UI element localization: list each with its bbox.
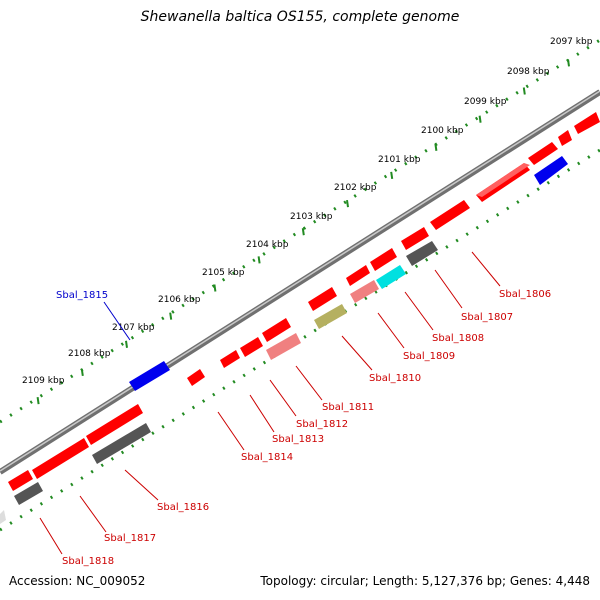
gene-label-sbal-1814[interactable]: Sbal_1814 bbox=[241, 452, 293, 463]
kbp-tick bbox=[257, 256, 261, 264]
gene-blue-arrow[interactable] bbox=[534, 156, 568, 185]
scale-label: 2107 kbp bbox=[112, 323, 155, 333]
kbp-tick bbox=[213, 284, 217, 292]
leader-line bbox=[269, 379, 297, 417]
gene-pink-1810[interactable] bbox=[350, 280, 379, 303]
scale-label: 2102 kbp bbox=[334, 183, 377, 193]
gene-label-sbal-1812[interactable]: Sbal_1812 bbox=[296, 419, 348, 430]
leader-line bbox=[404, 291, 434, 331]
gene-label-sbal-1806[interactable]: Sbal_1806 bbox=[499, 289, 551, 300]
leader-line bbox=[249, 394, 275, 433]
gene-label-sbal-1818[interactable]: Sbal_1818 bbox=[62, 556, 114, 567]
kbp-tick bbox=[390, 171, 394, 180]
gene-leader-lines bbox=[39, 251, 501, 555]
gene-sbal-1817-arrow[interactable] bbox=[32, 438, 89, 479]
scale-label: 2099 kbp bbox=[464, 97, 507, 107]
gene-label-sbal-1813[interactable]: Sbal_1813 bbox=[272, 434, 324, 445]
gene-pink-1813[interactable] bbox=[266, 333, 301, 360]
kbp-tick bbox=[434, 143, 438, 151]
kbp-tick bbox=[478, 115, 482, 123]
gene-sbal-1813-arrow[interactable] bbox=[240, 337, 263, 357]
kbp-tick bbox=[169, 312, 173, 320]
genome-backbone bbox=[0, 89, 600, 475]
gene-sbal-1818-arrow[interactable] bbox=[8, 470, 33, 491]
gene-sbal-1809-arrow[interactable] bbox=[370, 248, 397, 271]
scale-label: 2104 kbp bbox=[246, 240, 289, 250]
gene-sbal-1806-top bbox=[476, 163, 530, 197]
gene-1803-arrow[interactable] bbox=[574, 112, 600, 134]
leader-line bbox=[79, 495, 107, 533]
leader-line bbox=[471, 251, 501, 287]
leader-line bbox=[295, 365, 323, 401]
map-title: Shewanella baltica OS155, complete genom… bbox=[140, 9, 460, 25]
gene-track-reverse bbox=[0, 156, 568, 524]
gene-label-sbal-1808[interactable]: Sbal_1808 bbox=[432, 333, 484, 344]
accession-text: Accession: NC_009052 bbox=[9, 574, 146, 588]
scale-label: 2100 kbp bbox=[421, 126, 464, 136]
genome-backbone-highlight bbox=[0, 90, 600, 472]
gene-grey-1816[interactable] bbox=[92, 423, 151, 464]
scale-labels: 2097 kbp 2098 kbp 2099 kbp 2100 kbp 2101… bbox=[22, 37, 593, 386]
kbp-tick bbox=[346, 199, 349, 208]
gene-sbal-1810-arrow[interactable] bbox=[346, 265, 370, 286]
gene-label-sbal-1809[interactable]: Sbal_1809 bbox=[403, 351, 455, 362]
kbp-tick bbox=[125, 340, 128, 348]
gene-1814b-arrow[interactable] bbox=[187, 369, 205, 386]
leader-line bbox=[103, 301, 131, 341]
gene-sbal-1808-arrow[interactable] bbox=[401, 227, 429, 250]
gene-sbal-1816-arrow[interactable] bbox=[86, 404, 143, 445]
kbp-tick bbox=[36, 396, 40, 405]
scale-label: 2098 kbp bbox=[507, 67, 550, 77]
leader-line bbox=[434, 269, 463, 309]
scale-label: 2105 kbp bbox=[202, 268, 245, 278]
gene-grey-1818[interactable] bbox=[14, 482, 43, 505]
gene-olive-1811[interactable] bbox=[314, 304, 347, 329]
gene-sbal-1811-arrow[interactable] bbox=[308, 287, 337, 311]
scale-label: 2109 kbp bbox=[22, 376, 65, 386]
gene-label-sbal-1811[interactable]: Sbal_1811 bbox=[322, 402, 374, 413]
gene-label-sbal-1807[interactable]: Sbal_1807 bbox=[461, 312, 513, 323]
gene-track-forward bbox=[8, 112, 600, 491]
gene-sbal-1814-arrow[interactable] bbox=[220, 350, 240, 368]
gene-1804-arrow[interactable] bbox=[558, 130, 572, 146]
scale-label: 2103 kbp bbox=[290, 212, 333, 222]
genome-summary-text: Topology: circular; Length: 5,127,376 bp… bbox=[260, 574, 590, 588]
gene-label-sbal-1817[interactable]: Sbal_1817 bbox=[104, 533, 156, 544]
kbp-tick bbox=[80, 368, 84, 377]
scale-label: 2108 kbp bbox=[68, 349, 111, 359]
leader-line bbox=[377, 312, 405, 349]
gene-blue-1815[interactable] bbox=[129, 361, 170, 391]
leader-line bbox=[124, 469, 159, 501]
gene-sbal-1812-arrow[interactable] bbox=[262, 318, 291, 342]
gene-label-sbal-1810[interactable]: Sbal_1810 bbox=[369, 373, 421, 384]
gc-dots-outer bbox=[0, 38, 600, 424]
gene-sbal-1807-arrow[interactable] bbox=[430, 200, 470, 230]
kbp-tick bbox=[567, 59, 570, 67]
kbp-tick bbox=[522, 87, 526, 95]
gene-white-edge bbox=[0, 510, 6, 524]
gene-1805-arrow[interactable] bbox=[528, 142, 558, 165]
scale-label: 2101 kbp bbox=[378, 155, 421, 165]
gene-label-sbal-1815[interactable]: Sbal_1815 bbox=[56, 290, 108, 301]
gene-grey-1808[interactable] bbox=[406, 241, 438, 266]
leader-line bbox=[341, 335, 373, 371]
scale-label: 2106 kbp bbox=[158, 295, 201, 305]
gene-cyan-1809[interactable] bbox=[376, 265, 406, 289]
scale-label: 2097 kbp bbox=[550, 37, 593, 47]
gc-dots-inner bbox=[0, 148, 600, 532]
gene-labels: Sbal_1806 Sbal_1807 Sbal_1808 Sbal_1809 … bbox=[56, 289, 551, 567]
kbp-tick bbox=[301, 228, 305, 236]
leader-line bbox=[39, 517, 63, 555]
leader-line bbox=[217, 411, 245, 451]
gene-label-sbal-1816[interactable]: Sbal_1816 bbox=[157, 502, 209, 513]
